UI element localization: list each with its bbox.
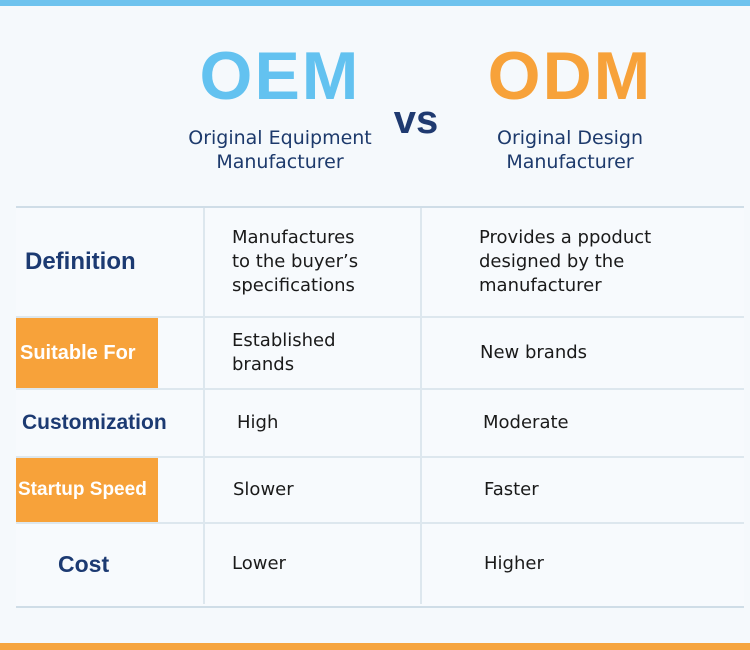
oem-cell: Slower	[233, 479, 294, 500]
bottom-accent-bar	[0, 643, 750, 650]
odm-heading: ODM Original Design Manufacturer	[450, 38, 690, 174]
row-label: Startup Speed	[16, 458, 158, 522]
row-label: Cost	[58, 550, 110, 577]
table-row-definition: Definition Manufactures to the buyer’s s…	[16, 208, 744, 318]
row-label: Suitable For	[16, 318, 158, 388]
oem-cell: Lower	[232, 553, 286, 574]
odm-cell: Moderate	[483, 412, 569, 433]
odm-cell: New brands	[480, 342, 588, 363]
oem-cell: Manufactures to the buyer’s specificatio…	[232, 227, 359, 296]
oem-heading: OEM Original Equipment Manufacturer	[170, 38, 390, 174]
odm-cell: Provides a ppoduct designed by the manuf…	[479, 227, 652, 296]
oem-title: OEM	[199, 38, 361, 114]
odm-subtitle-line1: Original Design	[497, 127, 643, 149]
table-row-startup-speed: Startup Speed Slower Faster	[16, 458, 744, 524]
oem-subtitle-line2: Manufacturer	[216, 151, 344, 173]
row-label: Customization	[22, 411, 167, 434]
oem-cell: High	[237, 412, 279, 433]
vs-label: vs	[393, 98, 439, 142]
comparison-table: Definition Manufactures to the buyer’s s…	[16, 206, 744, 608]
odm-subtitle-line2: Manufacturer	[506, 151, 634, 173]
odm-cell: Faster	[484, 479, 539, 500]
oem-subtitle-line1: Original Equipment	[188, 127, 372, 149]
odm-title: ODM	[487, 38, 653, 114]
table-row-suitable-for: Suitable For Established brands New bran…	[16, 318, 744, 390]
odm-subtitle: Original Design Manufacturer	[450, 126, 690, 174]
oem-subtitle: Original Equipment Manufacturer	[170, 126, 390, 174]
row-label: Definition	[25, 248, 136, 275]
table-row-customization: Customization High Moderate	[16, 390, 744, 458]
oem-cell: Established brands	[232, 330, 336, 375]
table-row-cost: Cost Lower Higher	[16, 524, 744, 604]
odm-cell: Higher	[484, 553, 544, 574]
top-accent-bar	[0, 0, 750, 6]
